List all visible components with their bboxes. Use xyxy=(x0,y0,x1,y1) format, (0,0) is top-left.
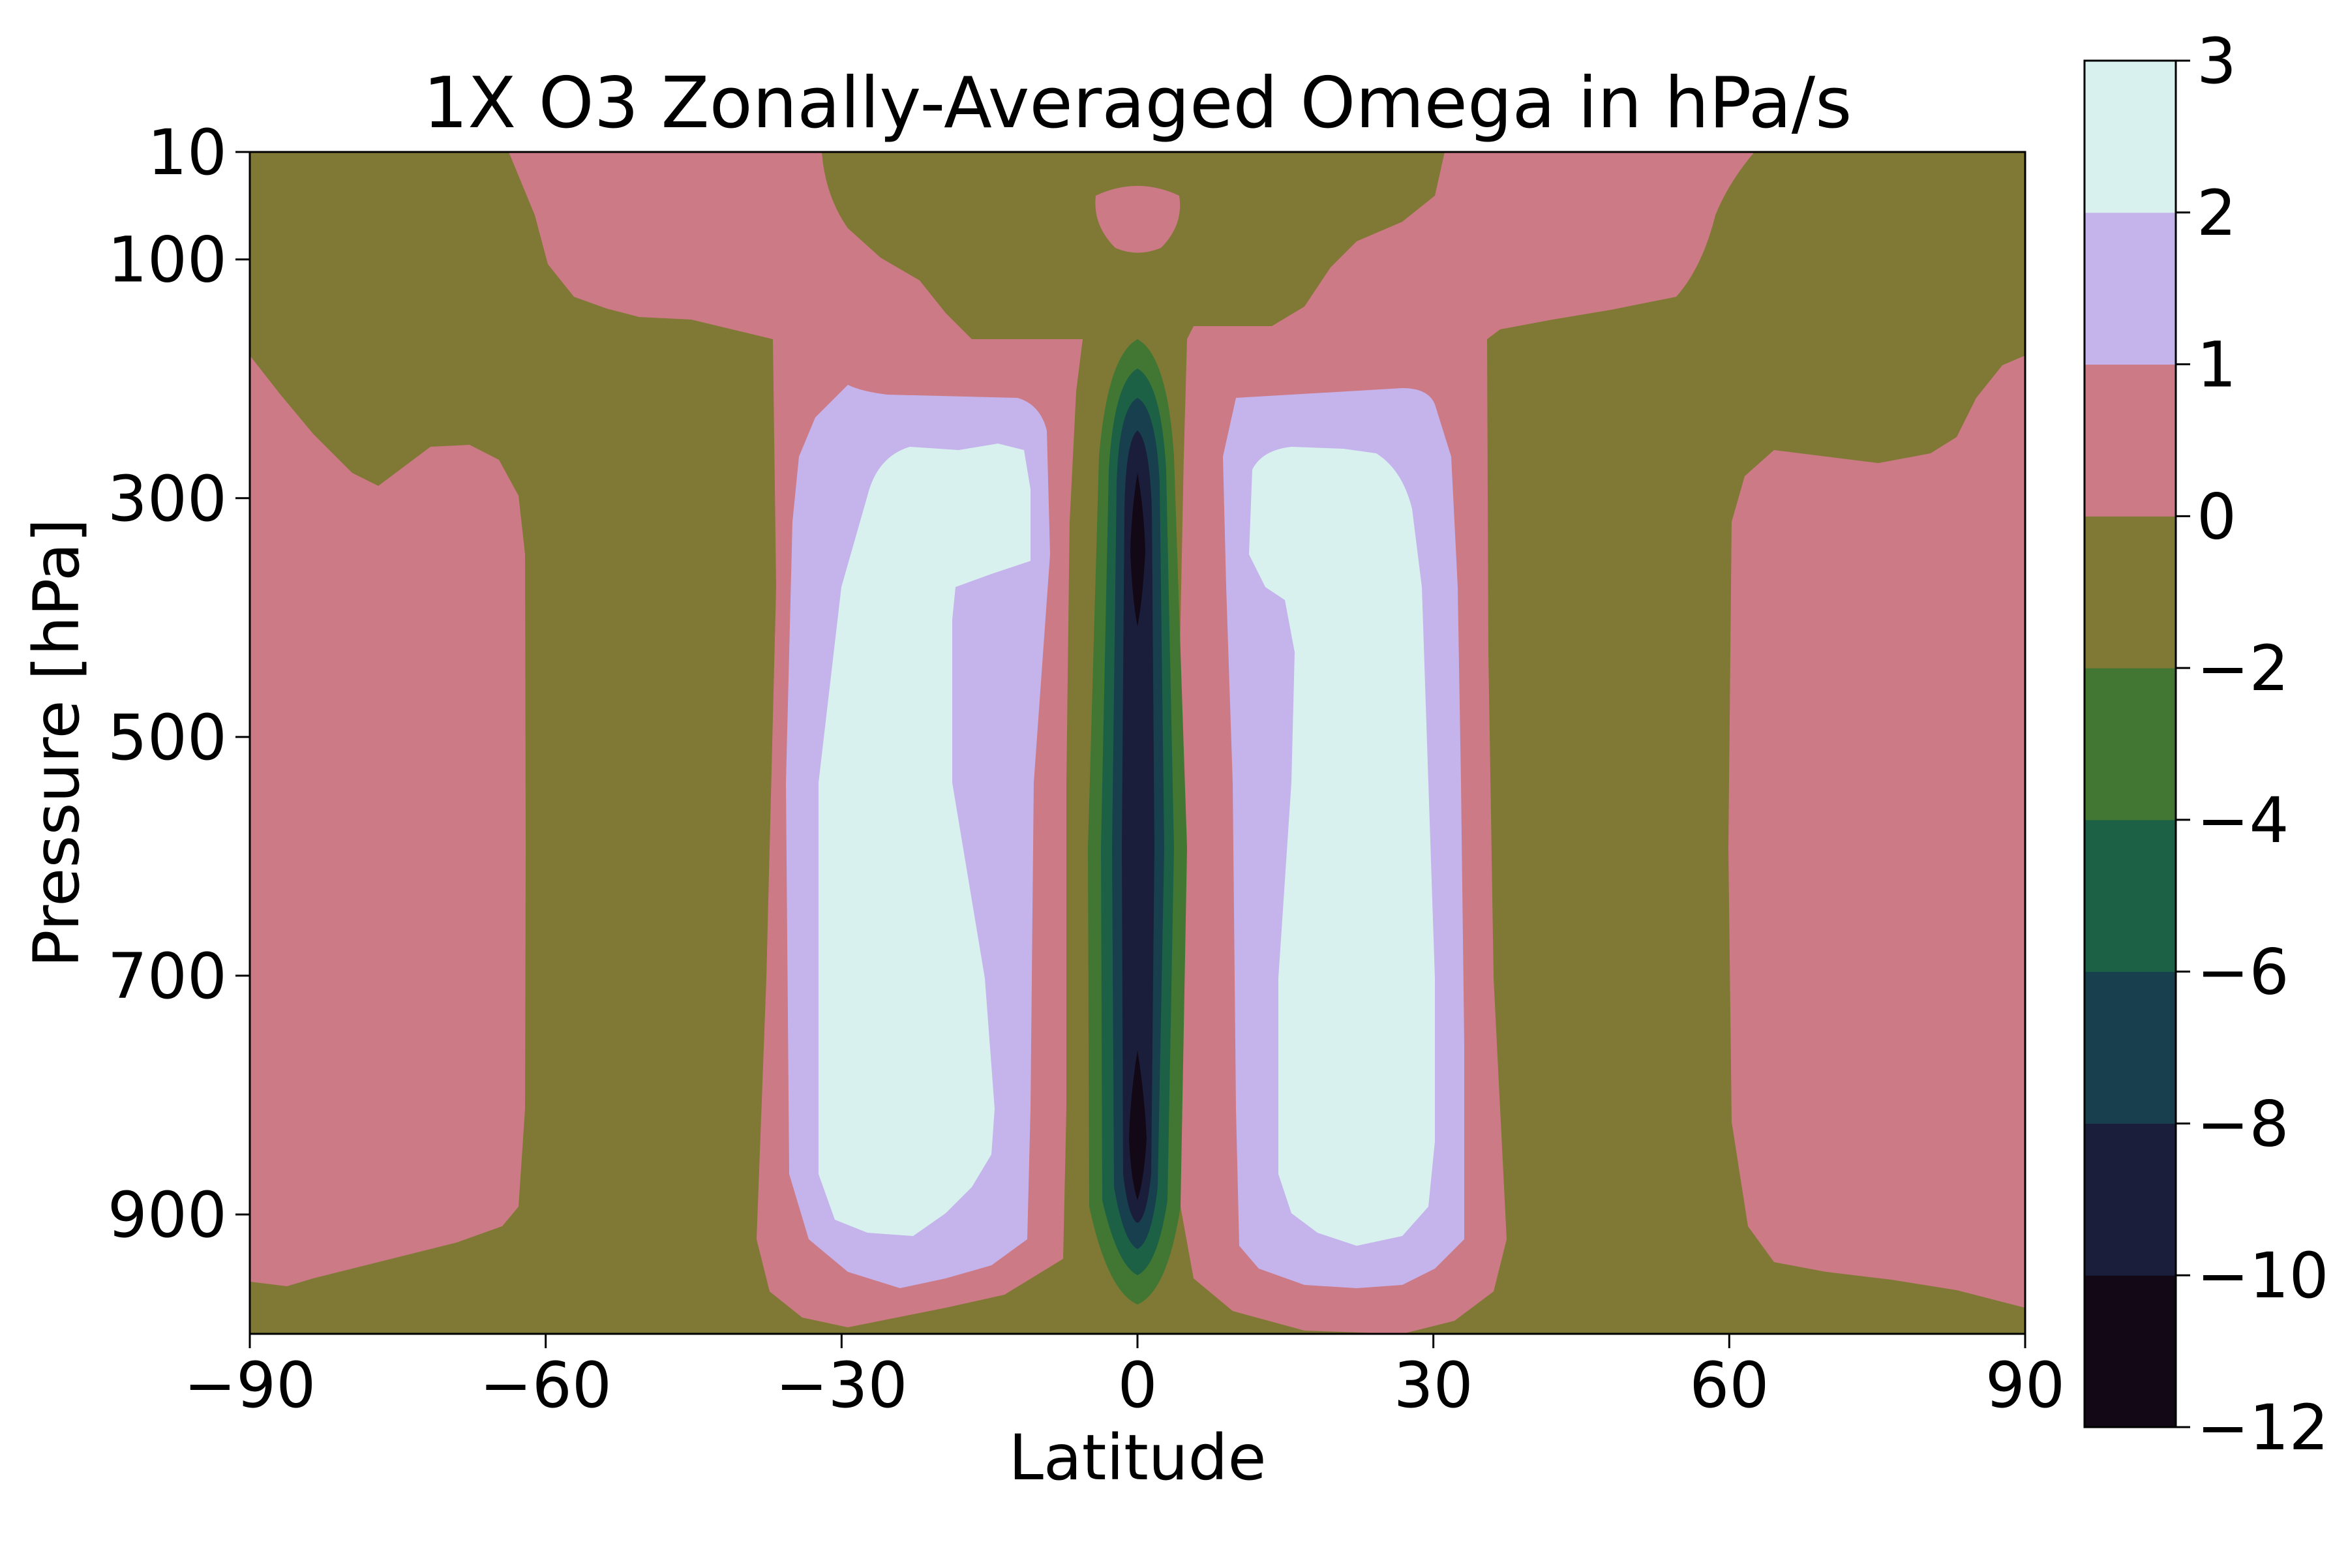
contour-2-3-south xyxy=(819,444,1031,1236)
colorbar-tick-label: 3 xyxy=(2197,25,2236,98)
x-tick-label: −30 xyxy=(775,1349,908,1422)
x-tick-label: 60 xyxy=(1689,1349,1769,1422)
colorbar-tick-label: −12 xyxy=(2197,1391,2329,1464)
x-tick-label: 90 xyxy=(1985,1349,2065,1422)
x-tick-label: −90 xyxy=(184,1349,316,1422)
colorbar-band xyxy=(2085,668,2176,821)
x-tick-label: 30 xyxy=(1394,1349,1473,1422)
y-tick-label: 500 xyxy=(108,701,227,774)
colorbar: −12 −10 −8 −6 −4 −2 0 1 2 3 xyxy=(2083,25,2329,1464)
colorbar-tick-label: 0 xyxy=(2197,480,2236,553)
y-tick-label: 300 xyxy=(108,462,227,535)
chart-title: 1X O3 Zonally-Averaged Omega in hPa/s xyxy=(423,63,1852,144)
x-axis-label: Latitude xyxy=(1008,1421,1266,1494)
contour-2-3-north xyxy=(1249,447,1435,1246)
colorbar-tick-label: −10 xyxy=(2197,1239,2329,1312)
colorbar-band xyxy=(2085,971,2176,1124)
colorbar-tick-label: −6 xyxy=(2197,936,2289,1009)
contour-0-1-north-polar xyxy=(1728,355,2025,1308)
y-axis-label: Pressure [hPa] xyxy=(20,519,93,968)
y-axis-ticks: 10 100 300 500 700 900 xyxy=(108,116,250,1252)
y-tick-label: 700 xyxy=(108,940,227,1013)
colorbar-band xyxy=(2085,364,2176,517)
contour-0-1-equatorial-stratosphere xyxy=(1095,186,1181,253)
colorbar-band xyxy=(2085,819,2176,972)
colorbar-tick-label: −4 xyxy=(2197,784,2289,857)
colorbar-band xyxy=(2085,61,2176,213)
colorbar-tick-label: −2 xyxy=(2197,632,2289,705)
contour-neg10-neg12-lower xyxy=(1129,1050,1147,1200)
y-tick-label: 100 xyxy=(108,224,227,297)
colorbar-band xyxy=(2085,1123,2176,1276)
colorbar-band xyxy=(2085,516,2176,669)
colorbar-tick-label: −8 xyxy=(2197,1087,2289,1160)
colorbar-tick-label: 1 xyxy=(2197,329,2236,402)
y-tick-label: 900 xyxy=(108,1179,227,1252)
x-axis-ticks: −90 −60 −30 0 30 60 90 xyxy=(184,1334,2065,1422)
contour-neg8-neg10 xyxy=(1122,430,1154,1223)
y-tick-label: 10 xyxy=(147,116,227,189)
contour-0-1-south-polar xyxy=(250,355,526,1286)
colorbar-tick-label: 2 xyxy=(2197,177,2236,250)
colorbar-band xyxy=(2085,212,2176,365)
contour-neg10-neg12-upper xyxy=(1130,473,1145,626)
colorbar-frame xyxy=(2083,59,2177,1428)
plot-area xyxy=(250,152,2025,1334)
x-tick-label: 0 xyxy=(1117,1349,1157,1422)
colorbar-band xyxy=(2085,1275,2176,1428)
x-tick-label: −60 xyxy=(479,1349,612,1422)
